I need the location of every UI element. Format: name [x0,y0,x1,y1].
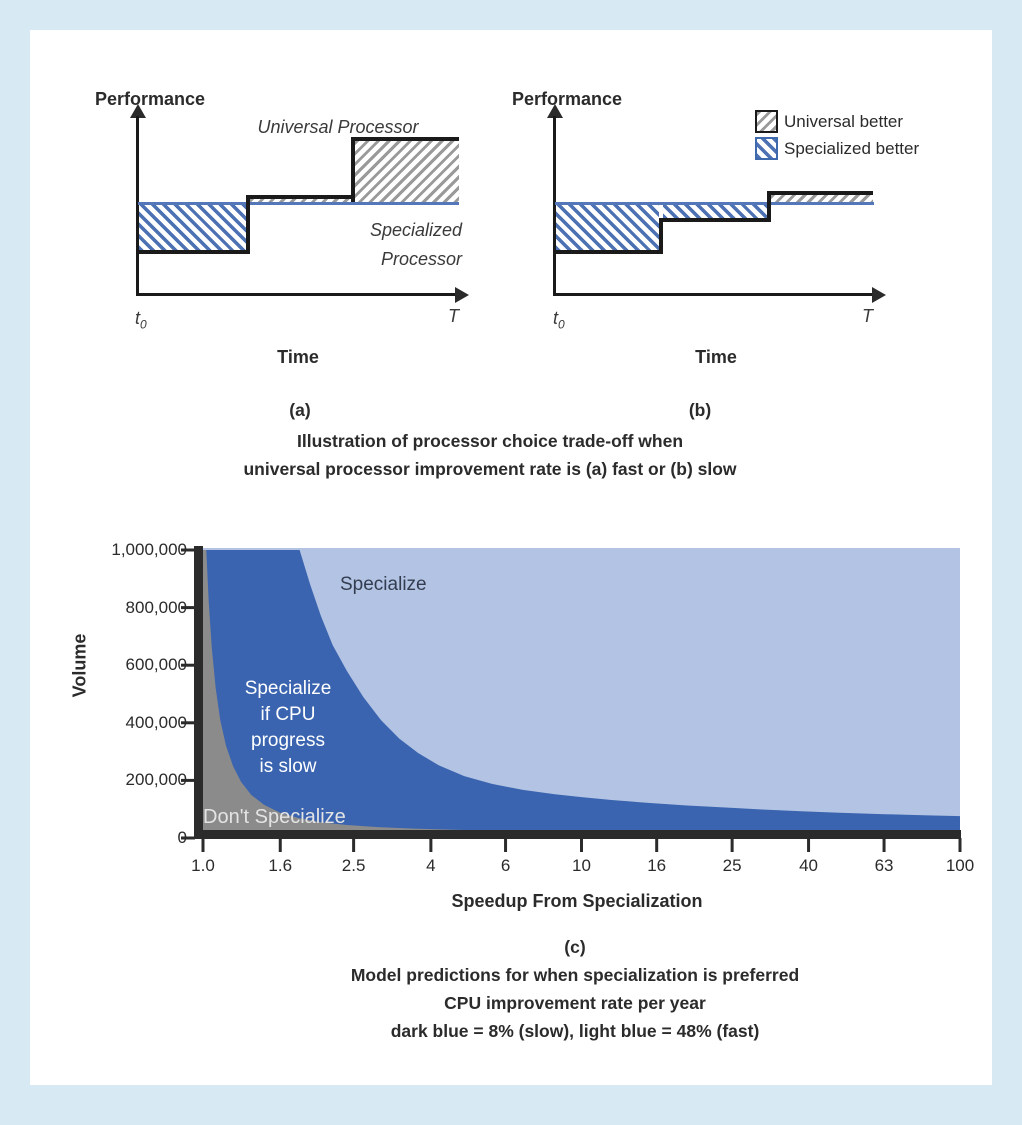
panel-b-specialized-better-area-2 [663,205,767,218]
caption-c-line2: CPU improvement rate per year [444,993,706,1013]
y-tick-label: 0 [177,828,187,847]
specialize-region-label: Specialize [340,574,427,595]
x-tick-label: 4 [426,856,436,875]
y-tick-label: 400,000 [125,712,187,732]
panel-b-x-axis-title: Time [695,347,737,367]
panel-a-universal-step-2 [246,195,354,199]
panel-b-tag: (b) [688,400,712,420]
panel-b-specialized-processor-line [555,202,874,205]
caption-c-line1: Model predictions for when specializatio… [350,965,800,985]
x-tick-label: 10 [572,856,591,875]
x-tick-label: 16 [647,856,667,875]
chart-x-axis [194,830,961,839]
panel-b-universal-step-2 [659,218,771,222]
panel-a-y-axis [136,116,139,296]
panel-a-x-axis-arrow-icon [455,286,469,303]
legend-item-specialized-better: Specialized better [755,137,919,160]
x-tick-label: 100 [945,856,975,875]
specialize-if-slow-region [203,550,960,838]
panel-a-universal-step-1 [138,250,250,254]
panel-b-x-end-label: T [862,306,873,326]
chart-tag: (c) [564,937,586,957]
panel-b-universal-better-area [771,195,873,202]
panel-b-universal-step-3 [767,191,873,195]
panel-a-x-origin-label: t0 [135,308,147,332]
panel-a-universal-better-area [355,141,459,202]
panel-a-universal-better-area-thin [250,199,351,202]
caption-c-line3: dark blue = 8% (slow), light blue = 48% … [390,1021,760,1041]
panel-a-x-axis [137,293,457,296]
panel-a-universal-step-rise-2 [351,137,355,202]
panel-b-specialized-better-area-1 [556,205,659,250]
x-tick-label: 6 [500,856,511,875]
panel-a-x-end-label: T [448,306,459,326]
dont-specialize-region-label: Don't Specialize [203,806,346,828]
panel-b-universal-step-1 [555,250,663,254]
x-tick-label: 63 [874,856,894,875]
panel-b-universal-step-rise-1 [659,218,663,254]
legend-label: Universal better [784,111,904,131]
panel-a-y-axis-arrow-icon [130,104,146,118]
panel-a-x-axis-title: Time [277,347,319,367]
x-tick-label: 1.6 [268,856,293,875]
specialize-if-slow-region-label: Specialize if CPU progress is slow [244,678,332,777]
caption-ab-line2: universal processor improvement rate is … [243,459,737,479]
y-tick-label: 200,000 [125,770,187,790]
panel-a-specialized-processor-line [138,202,459,205]
panel-b-y-axis [553,116,556,296]
x-tick-label: 2.5 [341,856,366,875]
specialized-better-swatch-icon [755,137,778,160]
panel-a-universal-step-3 [351,137,459,141]
x-tick-label: 25 [722,856,742,875]
panel-a-tag: (a) [289,400,311,420]
panel-a-y-axis-title: Performance [95,89,206,109]
y-tick-label: 600,000 [125,655,187,675]
panel-a-universal-processor-label: Universal Processor [257,117,419,137]
panel-b-y-axis-arrow-icon [547,104,563,118]
panel-b-x-origin-label: t0 [553,308,565,332]
caption-ab-line1: Illustration of processor choice trade-o… [296,431,684,451]
x-tick-label: 1.0 [191,856,215,875]
panel-a-specialized-better-area [139,205,247,250]
chart-y-axis [194,546,203,839]
chart-x-axis-title: Speedup From Specialization [451,891,703,911]
panel-b-universal-step-rise-2 [767,191,771,222]
x-tick-label: 40 [799,856,818,875]
legend-label: Specialized better [784,138,920,158]
legend-item-universal-better: Universal better [755,110,903,133]
panel-b-x-axis [554,293,872,296]
y-tick-label: 1,000,000 [111,540,187,559]
panel-b-x-axis-arrow-icon [872,286,886,303]
panel-a-universal-step-rise-1 [246,195,250,254]
panel-a-specialized-processor-label: Specialized Processor [369,220,462,269]
panel-b-y-axis-title: Performance [512,89,623,109]
axis-ticks [181,548,962,852]
y-tick-label: 800,000 [125,597,187,617]
universal-better-swatch-icon [755,110,778,133]
